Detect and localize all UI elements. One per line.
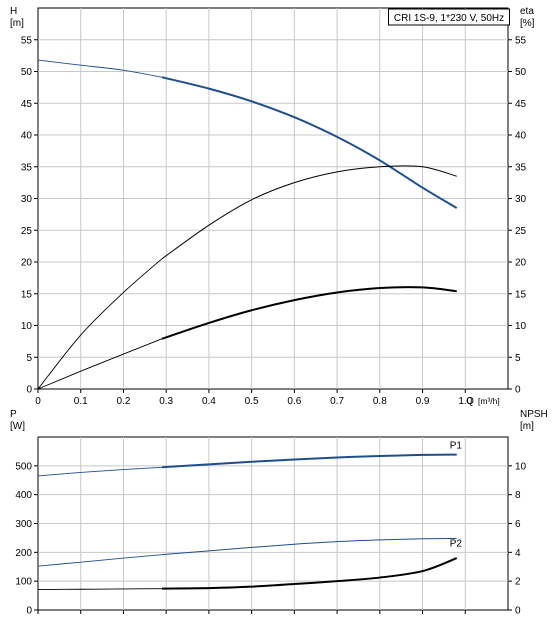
right-axis-unit: [%] [520, 18, 535, 29]
left-axis-tick-label: 40 [21, 131, 33, 142]
left-axis-tick-label: 400 [15, 490, 32, 501]
series-curve [161, 453, 457, 469]
x-axis-unit: [m³/h] [478, 396, 500, 406]
left-axis-tick-label: 50 [21, 67, 33, 78]
series-curve [161, 76, 458, 209]
right-axis-tick-label: 20 [515, 258, 527, 269]
right-axis-tick-label: 0 [515, 606, 521, 617]
x-axis-label: Q [466, 396, 474, 407]
right-axis-tick-label: 40 [515, 131, 527, 142]
left-axis-unit: [m] [10, 18, 24, 29]
series-curve [161, 286, 457, 340]
right-axis-tick-label: 2 [515, 577, 521, 588]
left-axis-tick-label: 20 [21, 258, 33, 269]
left-axis-label: P [10, 409, 17, 420]
left-axis-tick-label: 25 [21, 226, 33, 237]
power-npsh-panel: 0 100 200 300 400 500 0 2 4 6 8 10 P[W] NPSH[m] P1 P2 [10, 409, 548, 617]
left-axis-tick-label: 0 [26, 385, 32, 396]
right-axis-tick-label: 10 [515, 461, 527, 472]
series-label: P2 [450, 538, 463, 549]
x-axis-tick-label: 0.6 [287, 396, 301, 407]
right-axis-tick-label: 5 [515, 353, 521, 364]
right-axis-tick-label: 0 [515, 385, 521, 396]
x-axis-tick-label: 0.7 [330, 396, 344, 407]
x-axis-tick-label: 0.8 [373, 396, 387, 407]
right-axis-tick-label: 30 [515, 194, 527, 205]
x-axis-tick-label: 0.5 [245, 396, 259, 407]
left-axis-tick-label: 0 [26, 606, 32, 617]
right-axis-tick-label: 10 [515, 321, 527, 332]
right-axis-label: eta [520, 6, 534, 17]
x-axis-tick-label: 0.4 [202, 396, 216, 407]
right-axis-tick-label: 50 [515, 67, 527, 78]
x-axis-tick-label: 0.1 [74, 396, 88, 407]
x-axis-tick-label: 0 [35, 396, 41, 407]
series-curve-extension [37, 338, 163, 390]
head-efficiency-panel: 0 5 10 15 20 25 30 35 40 45 50 55 0 5 10 15 20 25 30 35 40 45… [10, 6, 535, 407]
left-axis-tick-label: 500 [15, 461, 32, 472]
left-axis-tick-label: 35 [21, 162, 33, 173]
series-curve-extension [37, 258, 163, 390]
left-axis-tick-label: 10 [21, 321, 33, 332]
series-curve-extension [37, 554, 162, 567]
left-axis-tick-label: 15 [21, 289, 33, 300]
left-axis-tick-label: 45 [21, 99, 33, 110]
right-axis-tick-label: 55 [515, 35, 527, 46]
left-axis-tick-label: 300 [15, 519, 32, 530]
right-axis-tick-label: 35 [515, 162, 527, 173]
left-axis-label: H [10, 6, 17, 17]
series-label: P1 [450, 441, 463, 452]
x-axis-tick-label: 0.9 [416, 396, 430, 407]
series-curve [161, 537, 457, 556]
right-axis-tick-label: 6 [515, 519, 521, 530]
right-axis-tick-label: 45 [515, 99, 527, 110]
series-curve-extension [37, 59, 162, 78]
left-axis-unit: [W] [10, 421, 25, 432]
right-axis-label: NPSH [520, 409, 548, 420]
right-axis-tick-label: 8 [515, 490, 521, 501]
chart-title-box [388, 8, 510, 26]
series-curve [161, 165, 457, 260]
chart-title: CRI 1S-9, 1*230 V, 50Hz [394, 13, 504, 24]
right-axis-tick-label: 25 [515, 226, 527, 237]
x-axis-tick-label: 0.2 [117, 396, 131, 407]
left-axis-tick-label: 30 [21, 194, 33, 205]
left-axis-tick-label: 100 [15, 577, 32, 588]
series-curve-extension [37, 588, 162, 590]
right-axis-tick-label: 15 [515, 289, 527, 300]
series-curve-extension [37, 466, 162, 477]
left-axis-tick-label: 55 [21, 35, 33, 46]
left-axis-tick-label: 5 [26, 353, 32, 364]
x-axis-tick-label: 0.3 [159, 396, 173, 407]
x-axis-tick-label: 1.0 [458, 396, 472, 407]
right-axis-unit: [m] [520, 421, 534, 432]
series-curve [161, 557, 458, 590]
left-axis-tick-label: 200 [15, 548, 32, 559]
right-axis-tick-label: 4 [515, 548, 521, 559]
